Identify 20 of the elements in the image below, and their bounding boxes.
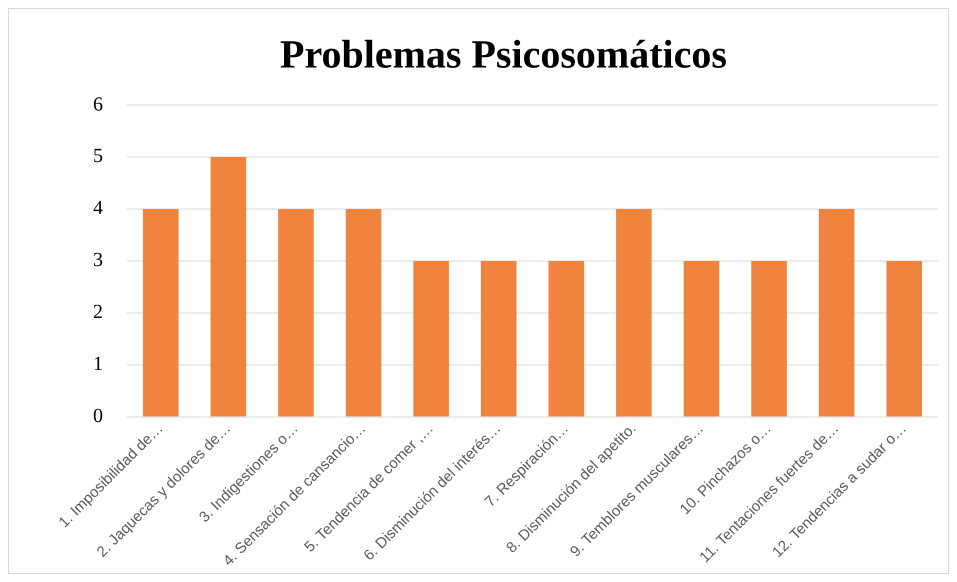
- y-tick-label: 0: [93, 405, 103, 428]
- bar: [751, 260, 787, 416]
- chart-title: Problemas Psicosomáticos: [280, 31, 727, 76]
- y-tick-label: 6: [93, 93, 103, 116]
- y-tick-label: 4: [93, 197, 103, 220]
- y-tick-label: 5: [93, 145, 103, 168]
- y-tick-label: 1: [93, 353, 103, 376]
- bar: [548, 260, 584, 416]
- y-tick-label: 3: [93, 249, 103, 272]
- bar: [142, 208, 179, 416]
- bar: [818, 208, 854, 416]
- bar: [684, 260, 720, 416]
- bar: [278, 208, 314, 416]
- bar: [210, 156, 246, 416]
- y-tick-label: 2: [93, 301, 103, 324]
- bar: [480, 260, 517, 416]
- bar: [886, 260, 922, 416]
- bar: [413, 260, 449, 416]
- bar: [346, 208, 382, 416]
- bar: [616, 208, 652, 416]
